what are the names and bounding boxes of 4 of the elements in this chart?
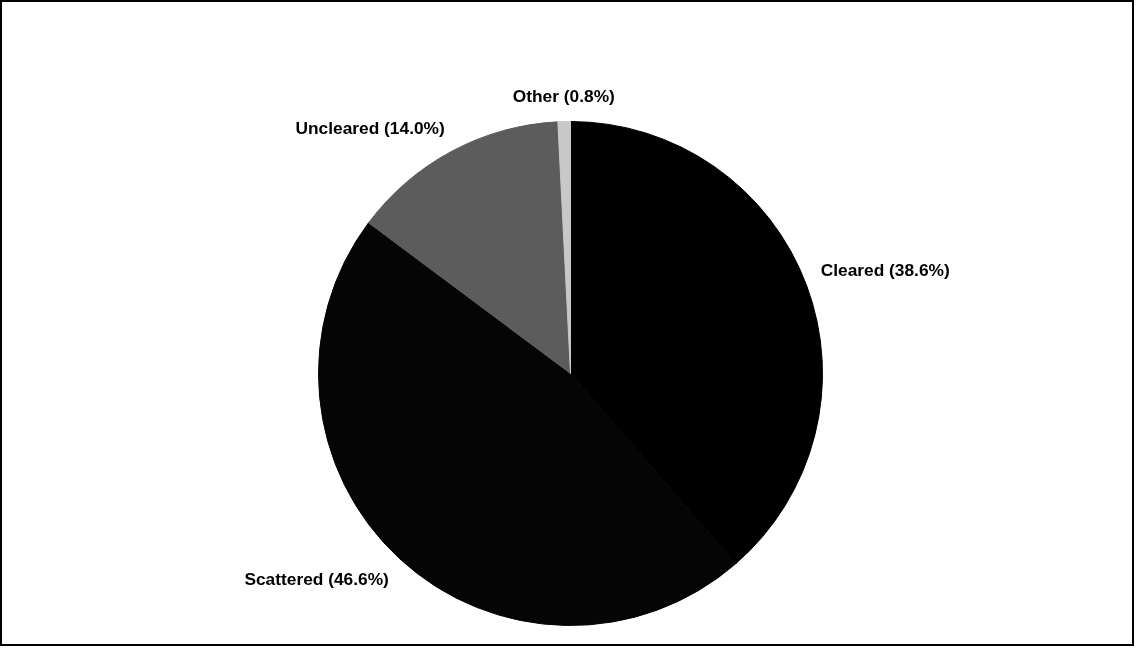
slice-label: Scattered (46.6%) bbox=[244, 569, 389, 590]
slice-label: Cleared (38.6%) bbox=[820, 259, 950, 280]
slice-label: Other (0.8%) bbox=[512, 86, 615, 107]
slice-label: Uncleared (14.0%) bbox=[295, 117, 445, 138]
